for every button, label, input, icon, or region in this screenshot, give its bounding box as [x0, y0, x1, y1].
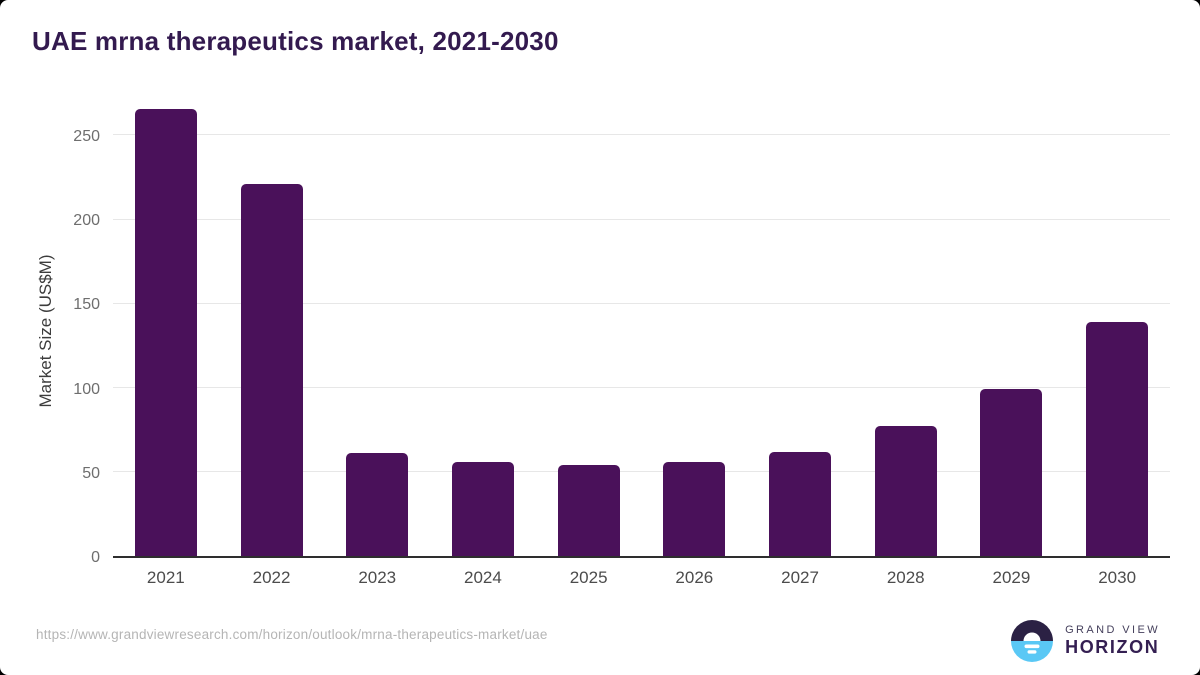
- x-tick-label-2026: 2026: [675, 568, 714, 587]
- logo-wordmark: GRAND VIEW HORIZON: [1065, 624, 1160, 657]
- bar-2024: [451, 461, 514, 556]
- x-tick-label-2030: 2030: [1098, 568, 1137, 587]
- y-tick-label-100: 100: [73, 380, 100, 398]
- y-tick-label-0: 0: [91, 549, 100, 566]
- gridline-100: [113, 387, 1170, 388]
- bar-slot-2026: [642, 104, 748, 556]
- x-tick-label-2029: 2029: [992, 568, 1031, 587]
- x-tick-label-2021: 2021: [146, 568, 185, 587]
- x-tick-label-2023: 2023: [358, 568, 397, 587]
- y-tick-label-50: 50: [82, 464, 100, 482]
- bar-slot-2027: [747, 104, 853, 556]
- bar-2021: [134, 109, 197, 556]
- bar-slot-2021: [113, 104, 219, 556]
- bar-2026: [663, 461, 726, 556]
- gridline-150: [113, 302, 1170, 304]
- source-url: https://www.grandviewresearch.com/horizo…: [36, 627, 548, 642]
- x-tick-label-2027: 2027: [781, 568, 819, 587]
- bar-2025: [557, 465, 620, 556]
- bar-slot-2023: [324, 104, 430, 556]
- bar-2022: [240, 183, 303, 556]
- bar-2030: [1086, 321, 1149, 556]
- logo-grand-view: GRAND VIEW: [1065, 624, 1160, 637]
- x-tick-label-2024: 2024: [464, 568, 502, 587]
- chart-title: UAE mrna therapeutics market, 2021-2030: [32, 26, 559, 56]
- y-tick-label-200: 200: [73, 212, 100, 229]
- gridline-250: [113, 134, 1170, 136]
- y-axis-tick-labels: 0 50 100 150 200 250: [0, 104, 100, 566]
- x-axis-tick-labels: 2021 2022 2023 2024 2025 2026 2027 2028 2029 2030: [113, 568, 1170, 592]
- bar-2029: [980, 389, 1043, 556]
- gridline-50: [113, 471, 1170, 473]
- y-tick-label-150: 150: [73, 296, 100, 314]
- gridline-200: [113, 218, 1170, 220]
- grandview-horizon-logo: GRAND VIEW HORIZON: [1009, 618, 1160, 664]
- bar-slot-2030: [1064, 104, 1170, 556]
- bar-slot-2028: [853, 104, 959, 556]
- x-tick-label-2022: 2022: [252, 568, 291, 587]
- bar-slot-2025: [536, 104, 642, 556]
- x-tick-label-2025: 2025: [569, 568, 608, 587]
- bar-slot-2029: [959, 104, 1065, 556]
- horizon-sun-icon: [1011, 620, 1054, 662]
- plot-area: [113, 104, 1170, 558]
- logo-horizon: HORIZON: [1065, 636, 1160, 657]
- bar-2027: [769, 451, 832, 556]
- x-tick-label-2028: 2028: [886, 568, 925, 587]
- y-tick-label-250: 250: [73, 127, 100, 145]
- bar-slot-2024: [430, 104, 536, 556]
- bar-slot-2022: [219, 104, 325, 556]
- bar-2023: [346, 453, 409, 556]
- bar-2028: [874, 426, 937, 556]
